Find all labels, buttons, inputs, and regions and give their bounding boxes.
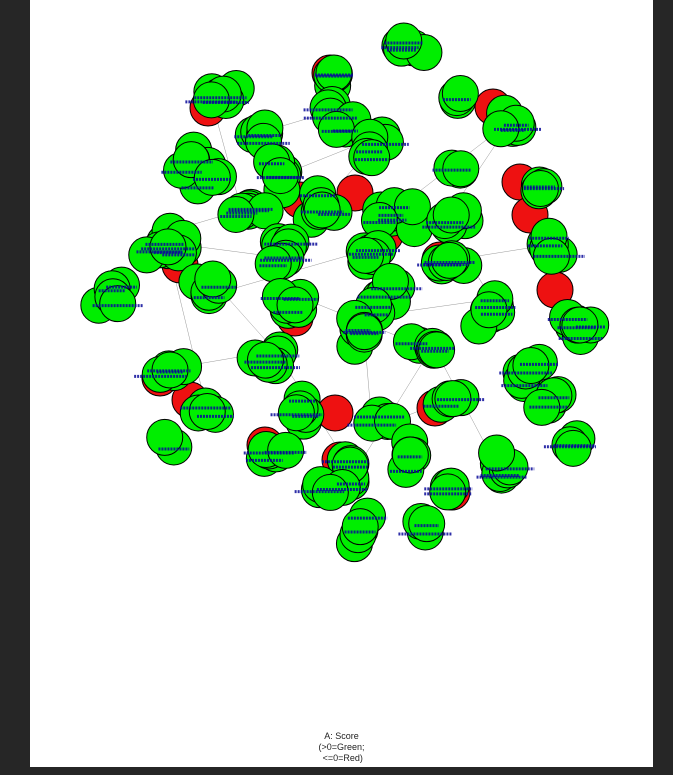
- node: [194, 260, 232, 298]
- node: [431, 241, 469, 279]
- legend-nonpositive-rule: <=0=Red): [320, 753, 363, 763]
- node: [267, 431, 305, 469]
- node: [303, 191, 341, 229]
- node: [385, 22, 423, 60]
- label-layer: [92, 41, 606, 536]
- page: A: Score (>0=Green; <=0=Red): [30, 0, 653, 767]
- node-layer: [80, 22, 610, 563]
- node: [246, 341, 284, 379]
- node: [254, 245, 292, 283]
- legend-title: A: Score: [324, 731, 359, 741]
- node: [315, 54, 353, 92]
- node: [277, 394, 315, 432]
- node: [554, 429, 592, 467]
- node: [408, 505, 446, 543]
- node: [353, 139, 391, 177]
- node: [276, 286, 314, 324]
- node: [149, 228, 187, 266]
- node: [311, 473, 349, 511]
- node: [188, 393, 226, 431]
- node: [561, 306, 599, 344]
- legend: A: Score (>0=Green; <=0=Red): [30, 731, 653, 764]
- node: [99, 285, 137, 323]
- node: [261, 157, 299, 195]
- node: [478, 434, 516, 472]
- node: [193, 158, 231, 196]
- legend-positive-rule: (>0=Green;: [318, 742, 365, 752]
- node: [429, 473, 467, 511]
- network-graph: [80, 22, 610, 563]
- node: [470, 291, 508, 329]
- node: [341, 508, 379, 546]
- node: [146, 418, 184, 456]
- node: [391, 436, 429, 474]
- node: [441, 74, 479, 112]
- node: [192, 81, 230, 119]
